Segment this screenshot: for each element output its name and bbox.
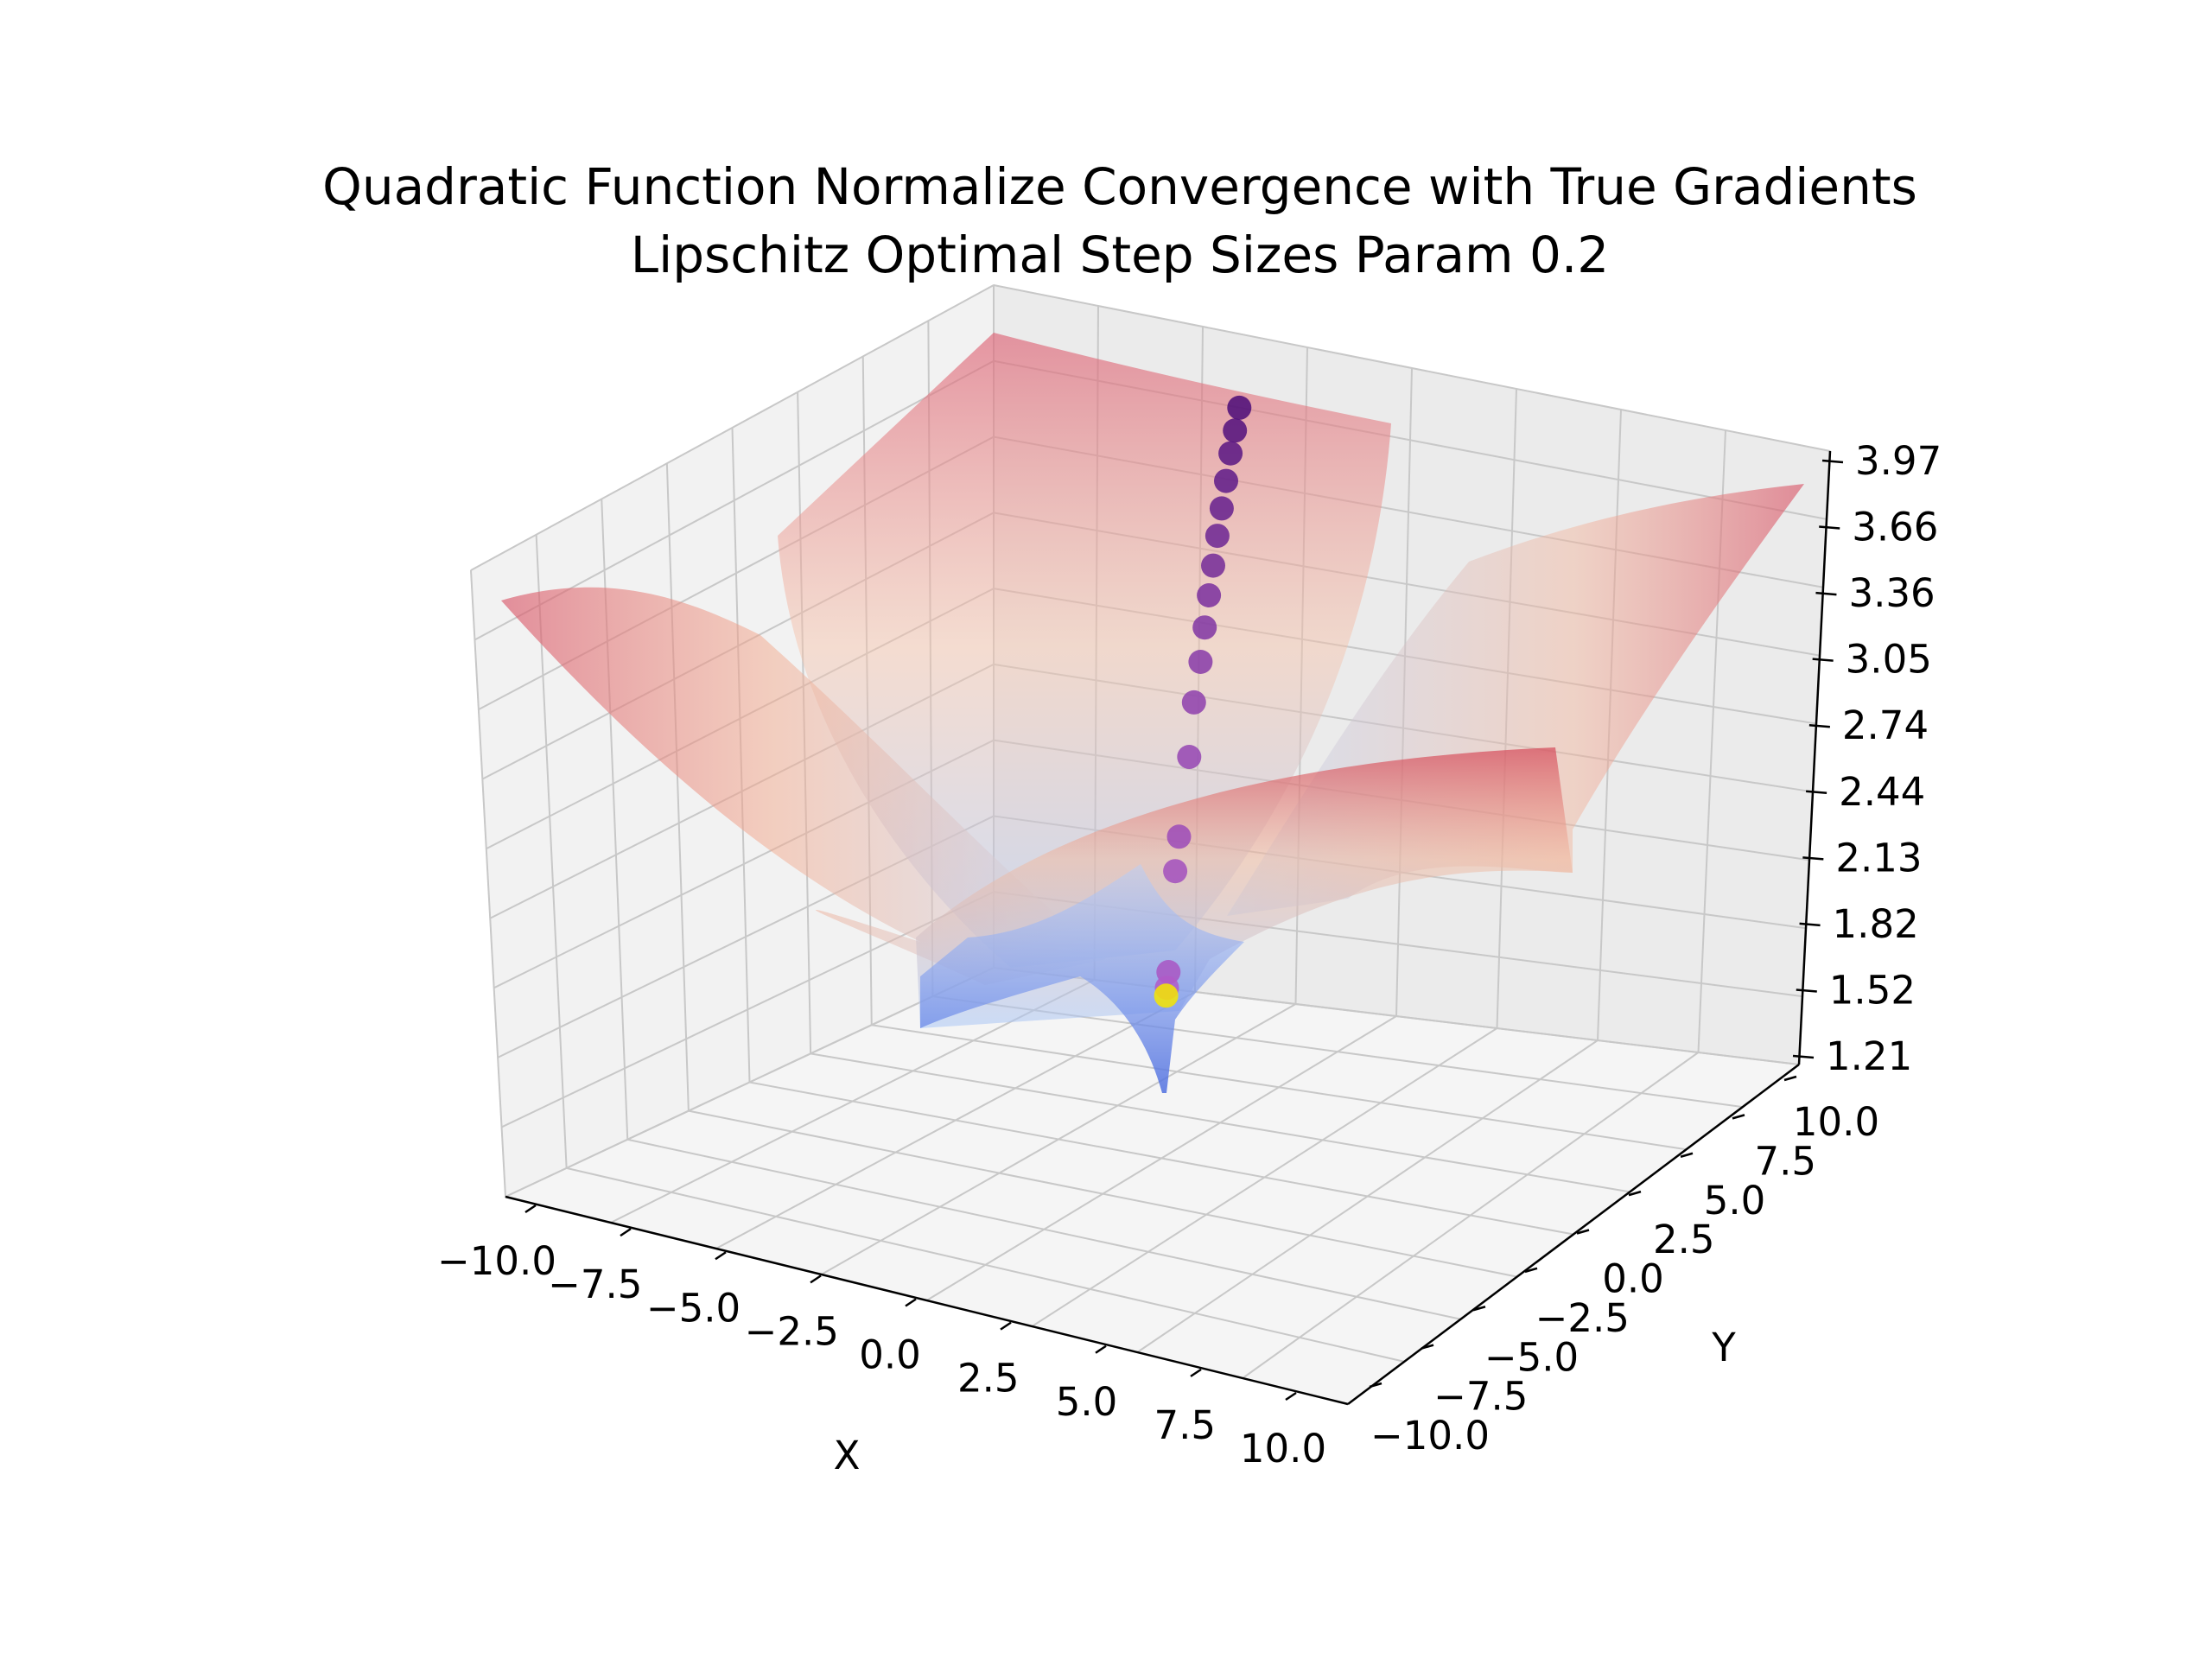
x-tick-mark	[810, 1274, 822, 1284]
z-tick-label: 3.97	[1855, 438, 1942, 484]
y-tick-mark	[1576, 1229, 1590, 1235]
z-tick-label: 1.21	[1826, 1033, 1912, 1079]
y-tick-mark	[1783, 1075, 1797, 1082]
z-tick-label: 1.52	[1829, 967, 1916, 1013]
z-tick-mark	[1815, 591, 1837, 596]
y-tick-mark	[1732, 1114, 1745, 1120]
x-tick-mark	[524, 1204, 537, 1214]
x-tick-mark	[620, 1228, 632, 1237]
chart-title-line2: Lipschitz Optimal Step Sizes Param 0.2	[631, 226, 1609, 284]
x-tick-mark	[1000, 1321, 1012, 1331]
x-axis-label: X	[834, 1433, 861, 1478]
trajectory-point	[1205, 524, 1230, 549]
trajectory-point	[1181, 690, 1206, 715]
y-axis-label: Y	[1711, 1325, 1736, 1370]
z-tick-mark	[1806, 790, 1827, 795]
z-tick-mark	[1796, 988, 1817, 993]
trajectory-point	[1177, 745, 1202, 769]
z-tick-label: 1.82	[1833, 901, 1919, 947]
trajectory-point	[1218, 441, 1243, 466]
x-tick-label: 2.5	[957, 1356, 1020, 1402]
trajectory-point	[1209, 496, 1234, 521]
y-tick-label: 10.0	[1793, 1099, 1879, 1145]
grid-line	[505, 967, 995, 1198]
grid-line	[1242, 1052, 1700, 1379]
y-tick-mark	[1628, 1190, 1642, 1197]
y-axis-ticks: −10.0−7.5−5.0−2.50.02.55.07.510.0	[1369, 1075, 1879, 1459]
y-tick-label: 7.5	[1754, 1138, 1816, 1184]
x-tick-mark	[715, 1251, 727, 1261]
x-tick-mark	[1095, 1344, 1107, 1354]
y-tick-label: 5.0	[1704, 1178, 1766, 1224]
y-tick-label: −5.0	[1484, 1334, 1579, 1380]
grid-line	[749, 1081, 1574, 1236]
trajectory-point	[1223, 418, 1248, 443]
grid-line	[1031, 1027, 1498, 1327]
trajectory-point	[1192, 615, 1217, 640]
z-axis-ticks: 1.21 1.52 1.82 2.13 2.44 2.74 3.05 3.36 3.66 3.97	[1792, 438, 1942, 1079]
trajectory	[1154, 395, 1252, 1008]
grid-line	[470, 569, 506, 1198]
z-tick-label: 3.36	[1848, 570, 1935, 616]
y-tick-mark	[1680, 1152, 1694, 1158]
z-tick-label: 2.74	[1842, 702, 1929, 748]
trajectory-point	[1163, 859, 1188, 884]
surface-left-sheet	[501, 587, 1106, 985]
x-tick-label: −5.0	[646, 1285, 741, 1331]
x-tick-label: −2.5	[745, 1308, 839, 1354]
surface	[501, 333, 1804, 1093]
grid-line	[993, 284, 1831, 452]
x-tick-label: −10.0	[437, 1238, 556, 1284]
x-tick-mark	[1190, 1368, 1202, 1377]
grid-line	[470, 284, 995, 571]
trajectory-point	[1214, 468, 1238, 493]
z-tick-mark	[1802, 856, 1824, 861]
z-tick-mark	[1799, 922, 1821, 927]
trajectory-point	[1197, 583, 1222, 607]
grid-line	[810, 1052, 1630, 1193]
y-tick-mark	[1472, 1306, 1486, 1312]
y-tick-label: −10.0	[1370, 1413, 1490, 1459]
x-axis-line	[505, 1195, 1349, 1406]
y-tick-mark	[1421, 1344, 1434, 1350]
y-tick-label: 0.0	[1602, 1256, 1664, 1302]
x-tick-label: 0.0	[859, 1332, 921, 1378]
trajectory-point	[1188, 650, 1213, 674]
y-tick-label: −2.5	[1535, 1295, 1630, 1341]
z-tick-mark	[1819, 525, 1840, 530]
z-tick-mark	[1808, 723, 1830, 728]
y-tick-label: −7.5	[1433, 1374, 1528, 1420]
y-tick-mark	[1369, 1382, 1382, 1389]
z-tick-mark	[1792, 1054, 1815, 1059]
z-tick-label: 2.13	[1835, 835, 1922, 880]
z-tick-mark	[1812, 658, 1834, 662]
z-tick-mark	[1821, 459, 1844, 464]
z-tick-label: 3.66	[1852, 505, 1938, 550]
grid-line	[871, 1024, 1687, 1151]
y-tick-mark	[1524, 1267, 1538, 1274]
x-tick-label: 7.5	[1154, 1402, 1216, 1448]
x-tick-mark	[905, 1298, 917, 1307]
z-axis-line	[1797, 450, 1832, 1065]
trajectory-point	[1166, 824, 1192, 849]
x-tick-label: 5.0	[1056, 1379, 1118, 1425]
chart-title-line1: Quadratic Function Normalize Convergence…	[322, 157, 1917, 216]
z-tick-label: 2.44	[1839, 769, 1925, 815]
y-tick-label: 2.5	[1653, 1217, 1715, 1262]
x-tick-mark	[1285, 1391, 1297, 1402]
x-axis-ticks: −10.0−7.5−5.0−2.5 0.0 2.5 5.0 7.5 10.0	[437, 1204, 1326, 1471]
trajectory-point	[1154, 983, 1179, 1008]
surface-funnel	[920, 864, 1244, 1093]
x-tick-label: −7.5	[548, 1262, 642, 1307]
grid-line	[1136, 1039, 1599, 1353]
x-tick-label: 10.0	[1240, 1426, 1326, 1471]
grid-line	[665, 463, 690, 1111]
trajectory-point	[1227, 395, 1252, 420]
trajectory-point	[1201, 553, 1225, 578]
z-tick-label: 3.05	[1846, 637, 1932, 683]
